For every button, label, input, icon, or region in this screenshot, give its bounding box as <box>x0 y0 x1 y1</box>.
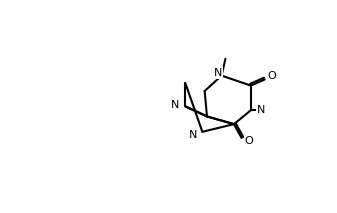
Text: O: O <box>245 136 253 146</box>
Text: N: N <box>257 105 266 115</box>
Text: N: N <box>214 68 222 78</box>
Text: N: N <box>171 100 179 110</box>
Text: O: O <box>268 71 277 81</box>
Text: N: N <box>189 130 198 140</box>
